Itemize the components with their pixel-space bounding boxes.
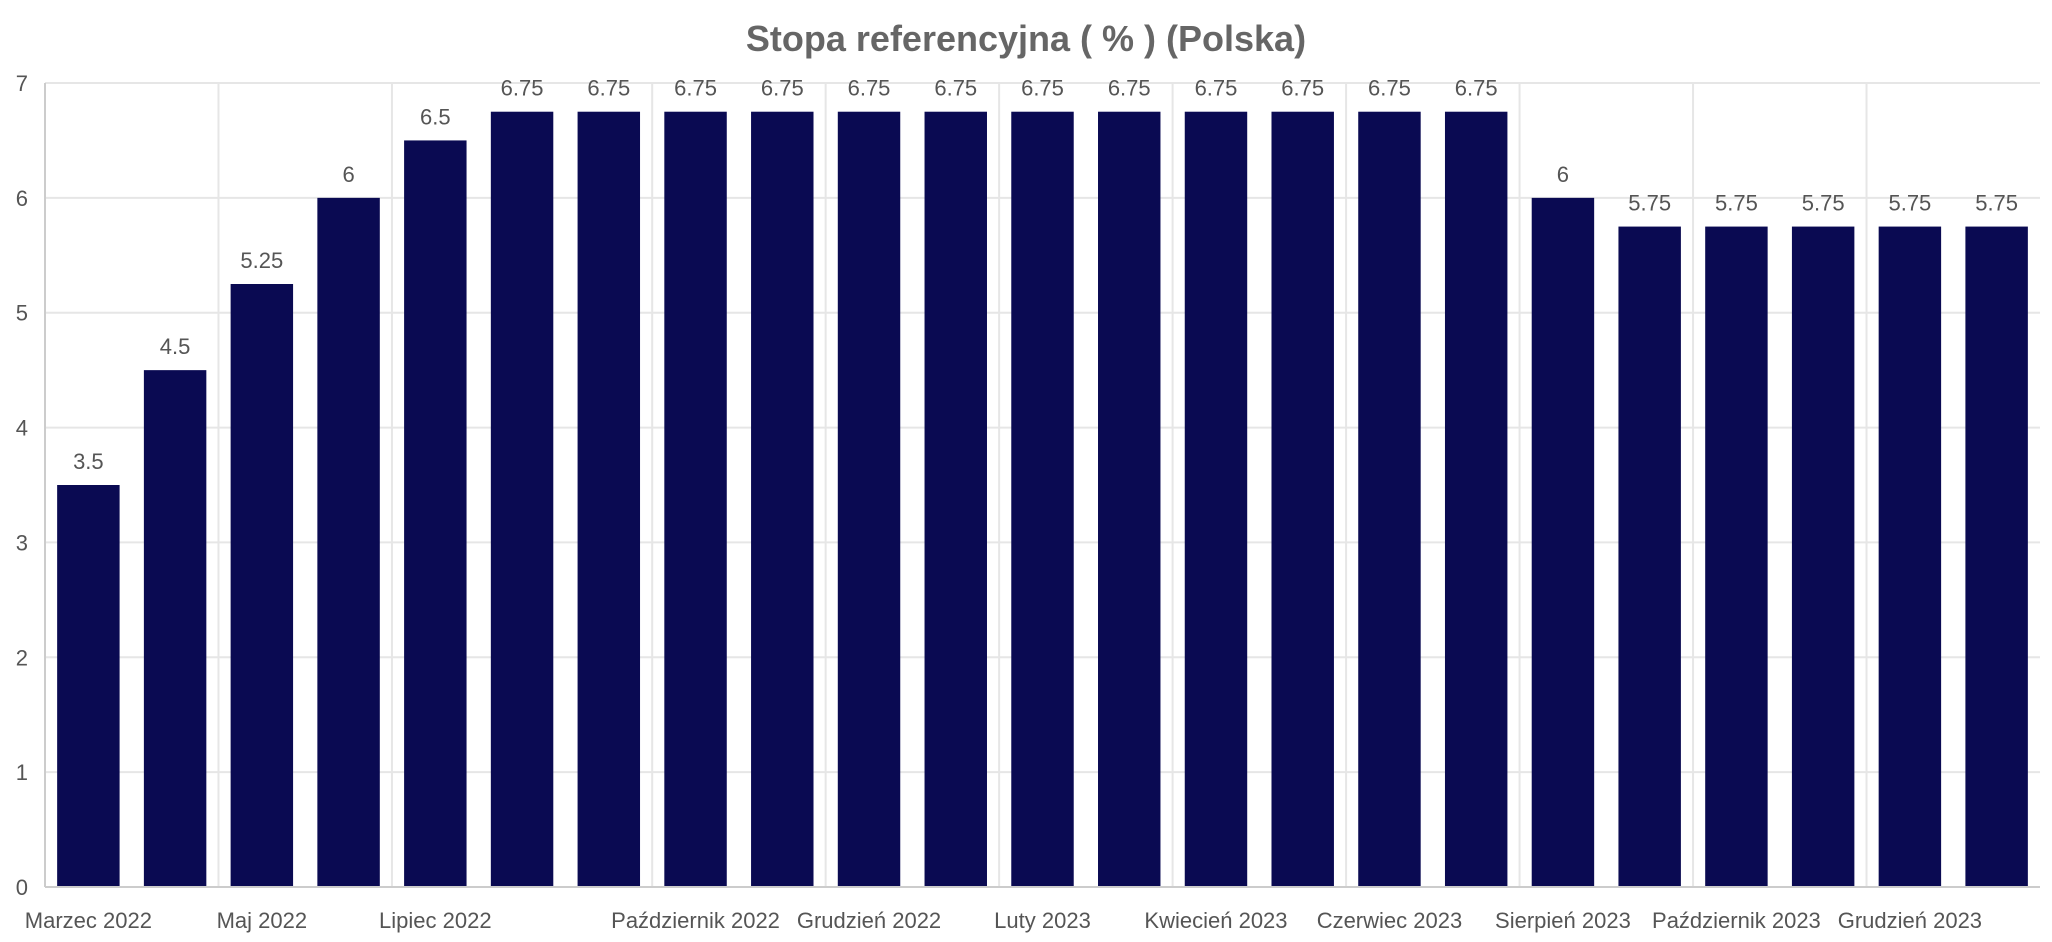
y-tick-label: 2 [16,645,28,670]
y-tick-label: 5 [16,301,28,326]
bar [1358,111,1421,887]
y-tick-label: 3 [16,530,28,555]
bar [1705,226,1768,888]
x-tick-label: Sierpień 2023 [1495,908,1631,933]
data-label: 6.75 [761,76,804,101]
bar [1531,197,1595,887]
bar [1098,111,1161,887]
bar [143,370,207,888]
x-tick-label: Maj 2022 [217,908,308,933]
bar [577,111,641,887]
y-tick-label: 6 [16,186,28,211]
y-tick-label: 0 [16,875,28,900]
x-tick-label: Lipiec 2022 [379,908,492,933]
axes [44,83,2040,888]
data-label: 6.75 [1021,76,1064,101]
data-label: 6.75 [587,76,630,101]
data-label: 5.75 [1802,191,1845,216]
data-label: 5.25 [240,248,283,273]
data-label: 5.75 [1628,191,1671,216]
bar [751,111,814,887]
x-tick-label: Marzec 2022 [25,908,152,933]
bars [57,111,2028,888]
bar [837,111,901,887]
bar [1965,226,2028,888]
data-label: 5.75 [1715,191,1758,216]
bar [230,284,294,887]
bar [924,111,987,887]
data-label: 5.75 [1975,191,2018,216]
bar [1271,111,1334,887]
x-tick-label: Grudzień 2022 [797,908,941,933]
chart-title: Stopa referencyjna ( % ) (Polska) [745,18,1307,59]
bar [1011,111,1074,887]
data-label: 6.5 [420,104,451,129]
bar [1184,111,1248,887]
data-label: 3.5 [73,449,104,474]
y-tick-label: 1 [16,760,28,785]
data-label: 6 [342,162,354,187]
data-label: 6.75 [501,76,544,101]
bar [664,111,727,887]
bar [1618,226,1681,888]
labels: 0 1 2 3 4 5 6 7 3.5 4.5 5.25 6 6.5 6.75 6.75 6.75 6.75 6.… [16,71,2018,933]
x-tick-label: Czerwiec 2023 [1317,908,1463,933]
data-label: 6 [1557,162,1569,187]
bar [490,111,554,887]
data-label: 6.75 [1455,76,1498,101]
bar [1878,226,1942,888]
x-tick-label: Październik 2022 [611,908,780,933]
x-tick-label: Grudzień 2023 [1838,908,1982,933]
bar [1444,111,1508,887]
bar [1791,226,1855,888]
data-label: 4.5 [160,334,191,359]
x-tick-label: Luty 2023 [994,908,1091,933]
data-label: 5.75 [1888,191,1931,216]
data-label: 6.75 [934,76,977,101]
y-tick-label: 4 [16,416,28,441]
bar [317,197,380,887]
y-tick-label: 7 [16,71,28,96]
bar [57,485,120,887]
data-label: 6.75 [1195,76,1238,101]
data-label: 6.75 [1281,76,1324,101]
bar [404,140,467,887]
data-label: 6.75 [848,76,891,101]
x-tick-label: Październik 2023 [1652,908,1821,933]
data-label: 6.75 [674,76,717,101]
x-tick-label: Kwiecień 2023 [1144,908,1287,933]
data-label: 6.75 [1368,76,1411,101]
data-label: 6.75 [1108,76,1151,101]
